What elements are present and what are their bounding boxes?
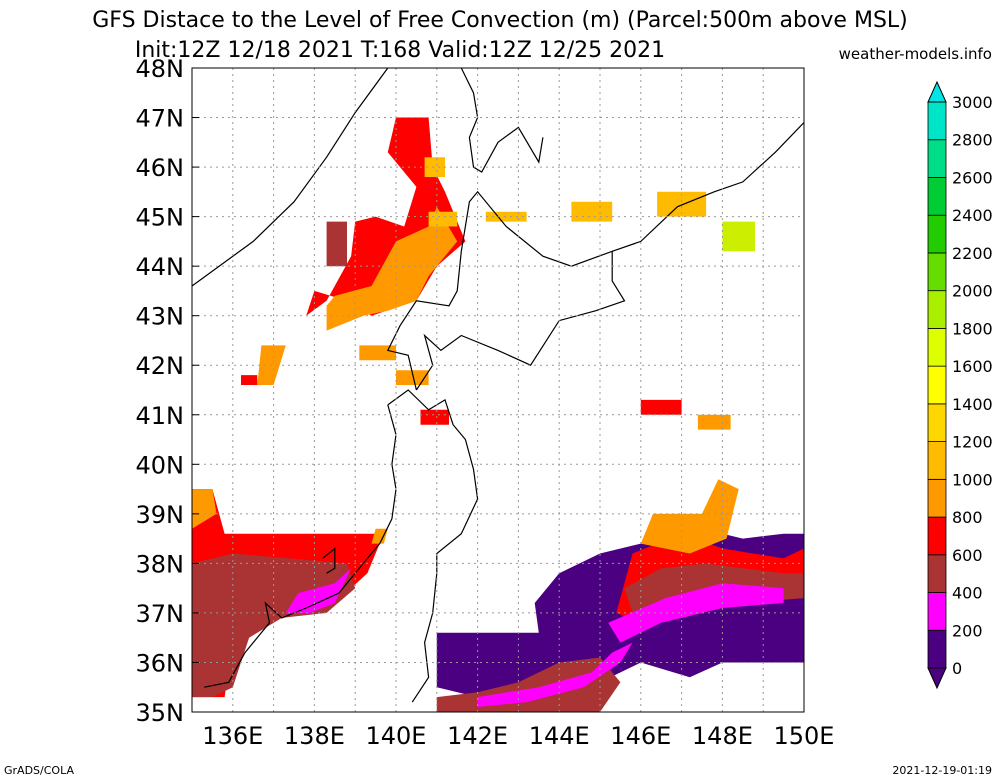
lon-label: 144E — [529, 722, 590, 750]
lat-label: 48N — [136, 55, 185, 83]
colorbar-label: 400 — [952, 584, 983, 603]
lat-label: 42N — [136, 352, 185, 380]
lat-label: 38N — [136, 550, 185, 578]
colorbar-segment — [927, 327, 947, 367]
field-orange-mid3 — [396, 370, 429, 385]
field-yellow-kuril3 — [657, 191, 707, 217]
colorbar-label: 2400 — [952, 206, 993, 225]
coastlines — [191, 67, 805, 703]
lat-label: 39N — [136, 501, 185, 529]
colorbar-label: 3000 — [952, 93, 993, 112]
colorbar-segment — [927, 214, 947, 254]
field-orange-east — [697, 414, 731, 430]
lat-label: 44N — [136, 253, 185, 281]
colorbar-label: 0 — [952, 659, 962, 678]
field-orange-mid2 — [359, 345, 396, 361]
axis-labels: 35N 36N 37N 38N 39N 40N 41N 42N 43N 44N 45N 46N 47N 4… — [136, 55, 835, 750]
lat-label: 35N — [136, 699, 185, 727]
coast-kurils — [612, 122, 805, 252]
colorbar-segment — [927, 403, 947, 443]
colorbar-label: 1000 — [952, 470, 993, 489]
colorbar-segment — [927, 629, 947, 669]
coast-sakhalin — [460, 67, 544, 173]
chart-title-line1: GFS Distace to the Level of Free Convect… — [92, 8, 908, 33]
lat-label: 45N — [136, 204, 185, 232]
grid-lines — [192, 68, 805, 712]
field-yellow-kuril2 — [571, 201, 613, 222]
field-yellow-kuril1 — [485, 211, 527, 222]
lfc-fields — [192, 117, 804, 712]
colorbar-segment — [927, 554, 947, 593]
field-yellow-north2 — [424, 157, 445, 177]
colorbar: 0 200 400 600 800 1000 1200 1400 1600 1800 2000 220… — [927, 80, 993, 690]
colorbar-segment — [927, 516, 947, 556]
lat-label: 37N — [136, 600, 185, 628]
field-brown-north — [326, 221, 347, 267]
lon-label: 150E — [774, 722, 835, 750]
colorbar-label: 2600 — [952, 168, 993, 187]
coast-asia — [191, 67, 389, 287]
colorbar-label: 1400 — [952, 395, 993, 414]
lat-label: 40N — [136, 451, 185, 479]
field-orange-coast — [371, 528, 388, 544]
colorbar-segment — [927, 101, 947, 141]
colorbar-segment — [927, 290, 947, 329]
lon-label: 136E — [202, 722, 263, 750]
colorbar-label: 1800 — [952, 319, 993, 338]
colorbar-max-arrow — [927, 80, 947, 103]
lat-label: 41N — [136, 402, 185, 430]
colorbar-segment — [927, 478, 947, 518]
field-red-mid — [241, 375, 258, 385]
chart-title-line2: Init:12Z 12/18 2021 T:168 Valid:12Z 12/2… — [134, 38, 666, 63]
colorbar-label: 2000 — [952, 282, 993, 301]
credit-text: weather-models.info — [838, 45, 992, 63]
lon-label: 148E — [692, 722, 753, 750]
field-green-kuril — [722, 221, 755, 252]
colorbar-segment — [927, 441, 947, 480]
field-orange-pacific — [640, 479, 739, 554]
field-red-east — [640, 399, 682, 415]
colorbar-label: 2200 — [952, 244, 993, 263]
lat-label: 46N — [136, 154, 185, 182]
coast-honshu-west — [204, 404, 397, 688]
field-magenta-sado — [285, 568, 352, 613]
colorbar-segment — [927, 365, 947, 405]
lat-label: 47N — [136, 105, 185, 133]
field-yellow-north — [428, 211, 458, 227]
colorbar-segment — [927, 139, 947, 178]
coast-honshu-east — [387, 389, 479, 703]
colorbar-label: 1200 — [952, 433, 993, 452]
field-orange-north — [326, 206, 458, 331]
map-frame — [191, 67, 805, 713]
colorbar-label: 800 — [952, 508, 983, 527]
colorbar-segment — [927, 177, 947, 216]
lon-label: 146E — [610, 722, 671, 750]
field-magenta-pacific — [608, 583, 784, 643]
lat-label: 36N — [136, 649, 185, 677]
lat-label: 43N — [136, 303, 185, 331]
field-red-tsugaru — [420, 409, 449, 425]
field-orange-sw — [192, 489, 217, 529]
colorbar-segment — [927, 252, 947, 292]
colorbar-label: 1600 — [952, 357, 993, 376]
colorbar-label: 2800 — [952, 131, 993, 150]
footer-right-text: 2021-12-19-01:19 — [892, 764, 992, 777]
colorbar-label: 600 — [952, 546, 983, 565]
footer-left-text: GrADS/COLA — [4, 764, 74, 777]
field-magenta-south — [477, 642, 633, 707]
colorbar-segment — [927, 592, 947, 631]
lon-label: 138E — [284, 722, 345, 750]
coast-sado — [322, 547, 336, 574]
lon-label: 140E — [366, 722, 427, 750]
colorbar-label: 200 — [952, 621, 983, 640]
lon-label: 142E — [447, 722, 508, 750]
colorbar-min-arrow — [927, 667, 947, 690]
